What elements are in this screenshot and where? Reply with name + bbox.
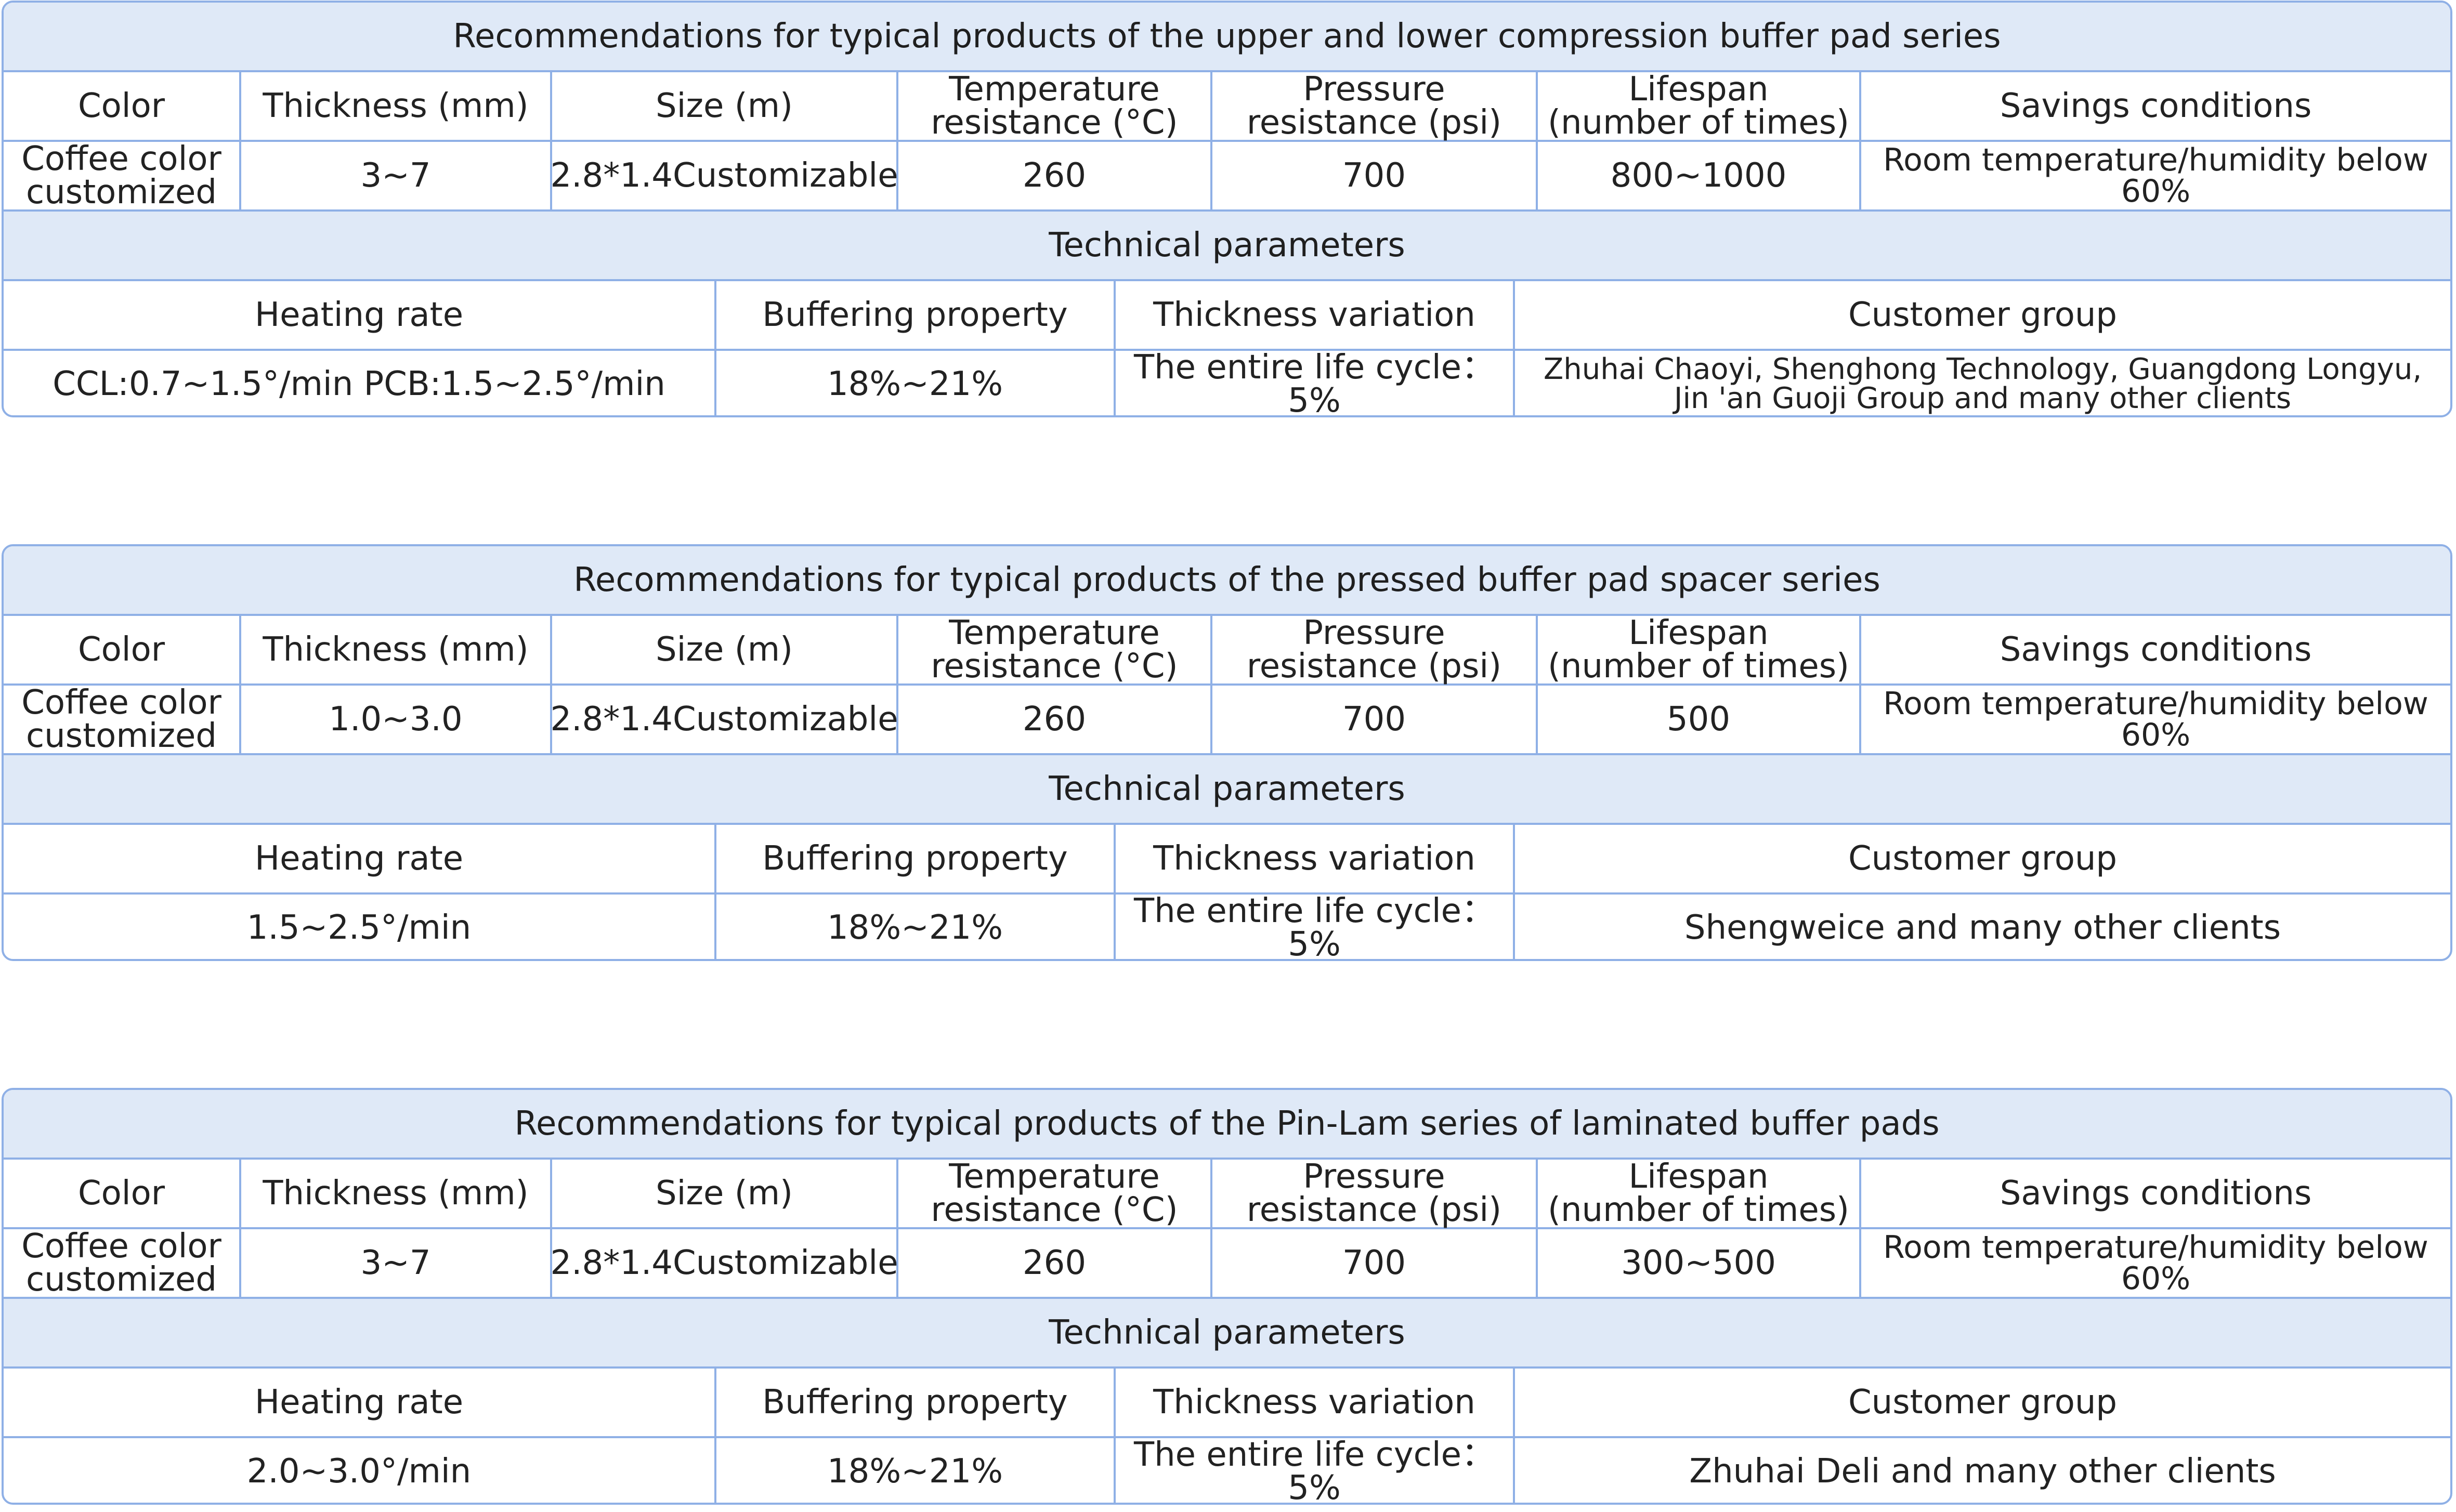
value-temperature: 260 (898, 1229, 1212, 1297)
header-pressure: Pressure resistance (psi) (1212, 616, 1538, 683)
value-lifespan: 500 (1538, 686, 1861, 753)
value-buffering: 18%~21% (716, 1438, 1116, 1503)
value-thickness: 3~7 (241, 142, 552, 209)
value-color: Coffee color customized (4, 686, 241, 753)
value-color: Coffee color customized (4, 142, 241, 209)
header-buffering: Buffering property (716, 1369, 1116, 1436)
header-pressure: Pressure resistance (psi) (1212, 1160, 1538, 1227)
header-customer-group: Customer group (1848, 839, 2118, 878)
header-size: Size (m) (552, 616, 898, 683)
table-title: Recommendations for typical products of … (4, 3, 2450, 72)
table-title-text: Recommendations for typical products of … (453, 17, 2001, 56)
spec-header-row: Color Thickness (mm) Size (m) Temperatur… (4, 616, 2450, 686)
value-thickness: 1.0~3.0 (241, 686, 552, 753)
value-pressure: 700 (1212, 142, 1538, 209)
header-thickness-variation: Thickness variation (1116, 825, 1515, 892)
header-thickness: Thickness (mm) (241, 1160, 552, 1227)
value-thickness-variation: The entire life cycle：5% (1116, 1438, 1515, 1503)
header-buffering: Buffering property (716, 281, 1116, 349)
product-table-1: Recommendations for typical products of … (2, 1, 2452, 417)
header-buffering: Buffering property (716, 825, 1116, 892)
value-temperature: 260 (898, 686, 1212, 753)
value-heating-rate: 2.0~3.0°/min (4, 1438, 716, 1503)
tech-title-text: Technical parameters (1049, 226, 1405, 265)
header-size: Size (m) (552, 1160, 898, 1227)
header-thickness: Thickness (mm) (241, 616, 552, 683)
spec-header-row: Color Thickness (mm) Size (m) Temperatur… (4, 1160, 2450, 1229)
tech-value-row: 1.5~2.5°/min 18%~21% The entire life cyc… (4, 895, 2450, 959)
header-lifespan: Lifespan (number of times) (1538, 616, 1861, 683)
product-table-2: Recommendations for typical products of … (2, 544, 2452, 961)
header-customer-group: Customer group (1848, 296, 2118, 334)
value-customer-group: Zhuhai Chaoyi, Shenghong Technology, Gua… (1543, 352, 2422, 415)
header-color: Color (4, 616, 241, 683)
tech-value-row: 2.0~3.0°/min 18%~21% The entire life cyc… (4, 1438, 2450, 1503)
value-thickness-variation: The entire life cycle：5% (1116, 351, 1515, 415)
header-temperature: Temperature resistance (°C) (898, 72, 1212, 140)
tech-title: Technical parameters (4, 1299, 2450, 1369)
table-title: Recommendations for typical products of … (4, 546, 2450, 616)
tech-header-row: Heating rate Buffering property Thicknes… (4, 825, 2450, 895)
spec-header-row: Color Thickness (mm) Size (m) Temperatur… (4, 72, 2450, 142)
value-thickness: 3~7 (241, 1229, 552, 1297)
tech-title: Technical parameters (4, 212, 2450, 281)
spec-value-row: Coffee color customized 1.0~3.0 2.8*1.4C… (4, 686, 2450, 755)
value-savings: Room temperature/humidity below 60% (1883, 686, 2428, 753)
header-customer-group: Customer group (1848, 1383, 2118, 1422)
header-heating-rate: Heating rate (4, 281, 716, 349)
value-temperature: 260 (898, 142, 1212, 209)
tech-value-row: CCL:0.7~1.5°/min PCB:1.5~2.5°/min 18%~21… (4, 351, 2450, 415)
table-title-text: Recommendations for typical products of … (573, 561, 1880, 599)
header-lifespan: Lifespan (number of times) (1538, 1160, 1861, 1227)
value-size: 2.8*1.4Customizable (550, 1229, 898, 1297)
value-thickness-variation: The entire life cycle：5% (1116, 895, 1515, 959)
value-savings: Room temperature/humidity below 60% (1883, 142, 2428, 209)
header-temperature: Temperature resistance (°C) (898, 616, 1212, 683)
header-heating-rate: Heating rate (4, 1369, 716, 1436)
value-customer-group: Zhuhai Deli and many other clients (1689, 1452, 2276, 1491)
header-savings: Savings conditions (2000, 1174, 2312, 1213)
value-lifespan: 300~500 (1538, 1229, 1861, 1297)
tech-title-text: Technical parameters (1049, 1313, 1405, 1352)
spec-value-row: Coffee color customized 3~7 2.8*1.4Custo… (4, 1229, 2450, 1299)
tech-header-row: Heating rate Buffering property Thicknes… (4, 1369, 2450, 1438)
header-savings: Savings conditions (2000, 87, 2312, 125)
header-thickness-variation: Thickness variation (1116, 281, 1515, 349)
table-title: Recommendations for typical products of … (4, 1090, 2450, 1160)
header-thickness-variation: Thickness variation (1116, 1369, 1515, 1436)
header-lifespan: Lifespan (number of times) (1538, 72, 1861, 140)
value-lifespan: 800~1000 (1538, 142, 1861, 209)
value-size: 2.8*1.4Customizable (550, 686, 898, 753)
header-color: Color (4, 1160, 241, 1227)
header-heating-rate: Heating rate (4, 825, 716, 892)
tech-header-row: Heating rate Buffering property Thicknes… (4, 281, 2450, 351)
value-customer-group: Shengweice and many other clients (1684, 909, 2281, 947)
header-savings: Savings conditions (2000, 630, 2312, 669)
value-size: 2.8*1.4Customizable (550, 142, 898, 209)
tech-title-text: Technical parameters (1049, 770, 1405, 808)
table-title-text: Recommendations for typical products of … (514, 1105, 1940, 1143)
tech-title: Technical parameters (4, 755, 2450, 825)
header-size: Size (m) (552, 72, 898, 140)
value-pressure: 700 (1212, 1229, 1538, 1297)
header-thickness: Thickness (mm) (241, 72, 552, 140)
value-savings: Room temperature/humidity below 60% (1883, 1229, 2428, 1297)
value-buffering: 18%~21% (716, 895, 1116, 959)
value-pressure: 700 (1212, 686, 1538, 753)
value-buffering: 18%~21% (716, 351, 1116, 415)
value-heating-rate: 1.5~2.5°/min (4, 895, 716, 959)
value-color: Coffee color customized (4, 1229, 241, 1297)
product-table-3: Recommendations for typical products of … (2, 1088, 2452, 1505)
header-color: Color (4, 72, 241, 140)
value-heating-rate: CCL:0.7~1.5°/min PCB:1.5~2.5°/min (4, 351, 716, 415)
header-temperature: Temperature resistance (°C) (898, 1160, 1212, 1227)
header-pressure: Pressure resistance (psi) (1212, 72, 1538, 140)
spec-value-row: Coffee color customized 3~7 2.8*1.4Custo… (4, 142, 2450, 212)
